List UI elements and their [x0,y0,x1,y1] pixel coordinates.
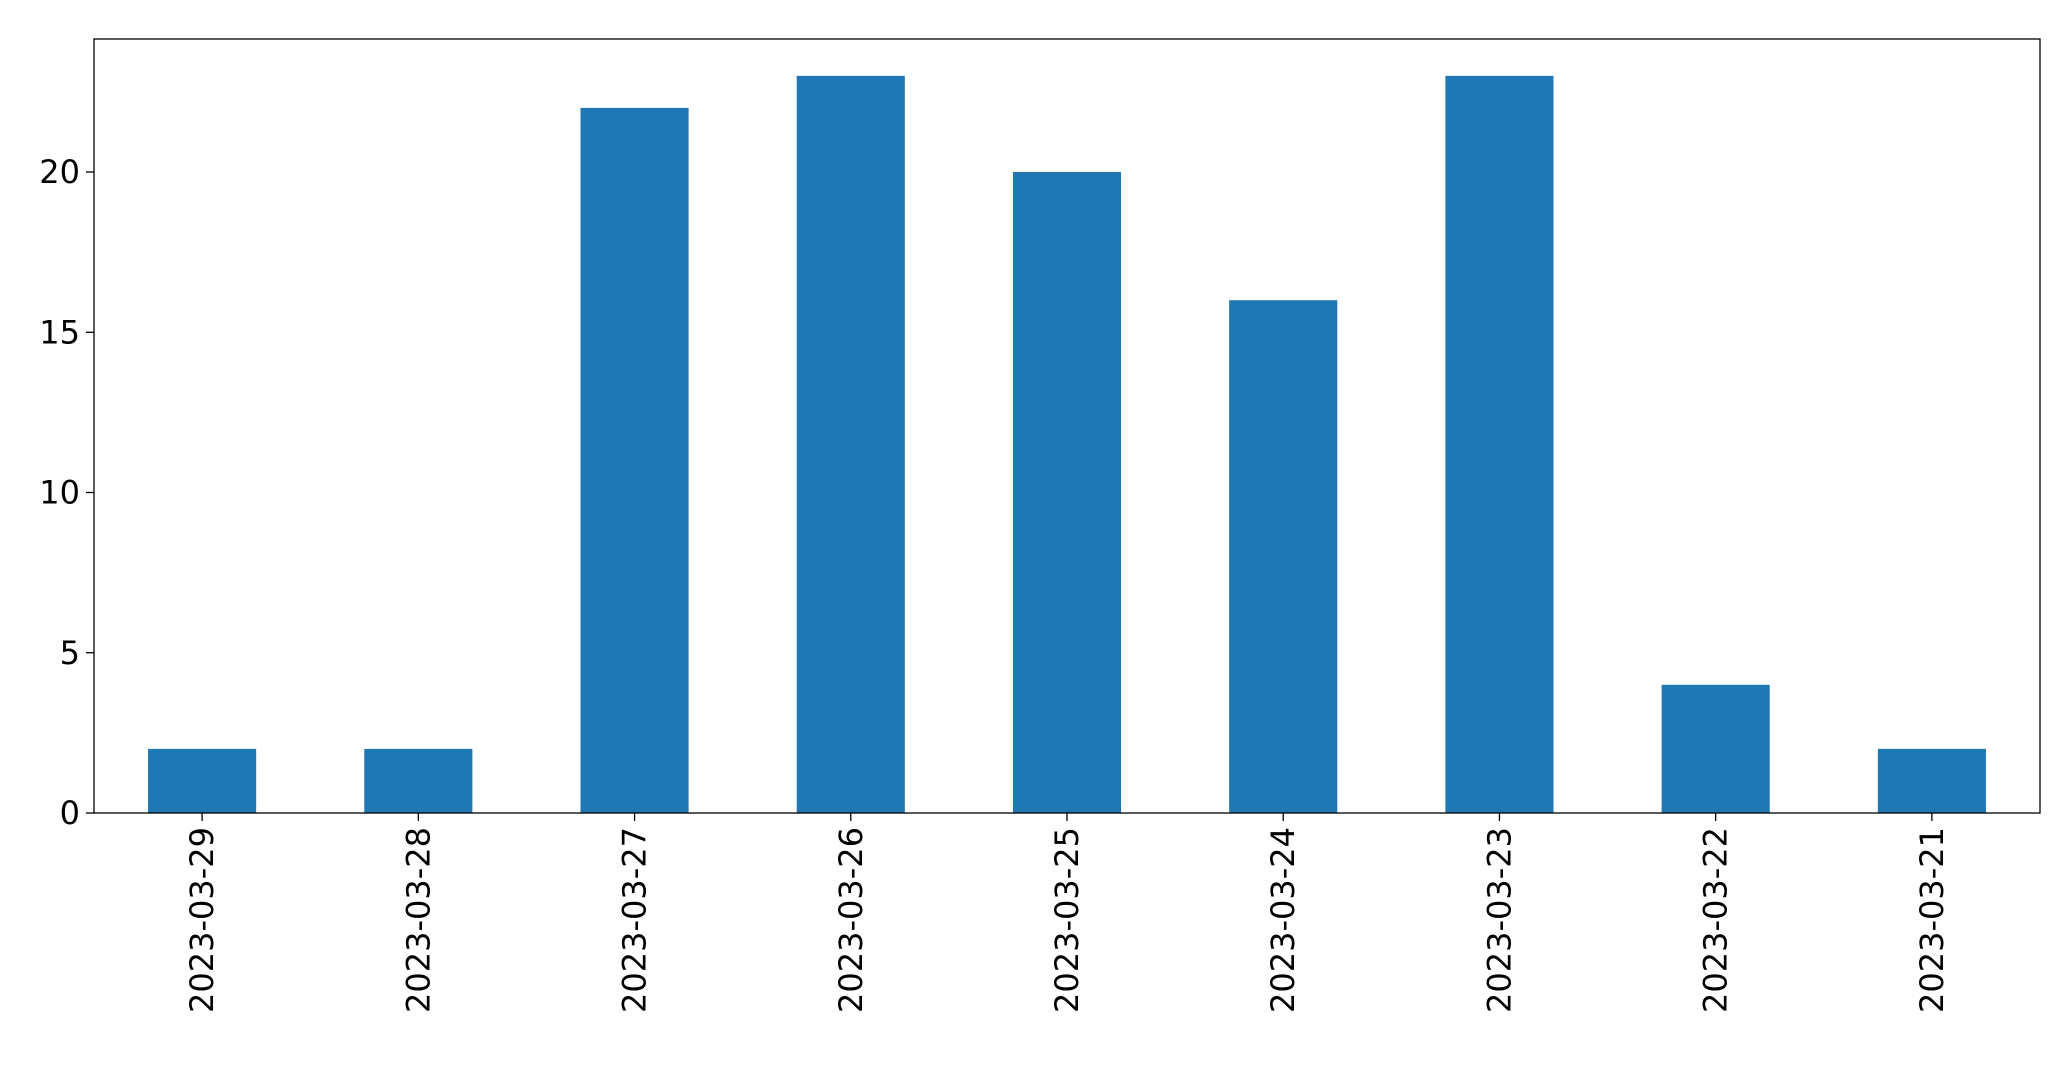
x-tick-label: 2023-03-22 [1697,827,1735,1013]
bar-2023-03-22 [1661,684,1770,813]
x-tick-label: 2023-03-21 [1913,827,1951,1013]
y-tick-label: 5 [60,634,80,672]
x-tick-label: 2023-03-25 [1048,827,1086,1013]
bars-layer [148,75,1986,814]
bar-2023-03-27 [580,107,689,813]
bar-2023-03-28 [364,748,473,813]
bar-2023-03-21 [1877,748,1986,813]
bar-2023-03-29 [148,748,257,813]
x-tick-label: 2023-03-27 [616,827,654,1013]
bar-2023-03-25 [1012,172,1122,813]
plot-frame [93,38,2041,814]
y-tick-label: 0 [60,794,80,832]
x-tick-label: 2023-03-23 [1480,827,1518,1013]
bar-2023-03-26 [796,75,905,814]
y-axis: 0 5 10 15 20 [39,153,94,832]
y-tick-label: 10 [39,474,80,512]
x-axis: 2023-03-29 2023-03-28 2023-03-27 2023-03-26… [183,813,1951,1013]
y-tick-label: 15 [39,313,80,351]
y-tick-label: 20 [39,153,80,191]
bar-2023-03-24 [1229,300,1338,813]
x-tick-label: 2023-03-26 [832,827,870,1013]
x-tick-label: 2023-03-29 [183,827,221,1013]
x-tick-label: 2023-03-28 [399,827,437,1013]
bar-2023-03-23 [1445,75,1554,814]
x-tick-label: 2023-03-24 [1264,827,1302,1013]
